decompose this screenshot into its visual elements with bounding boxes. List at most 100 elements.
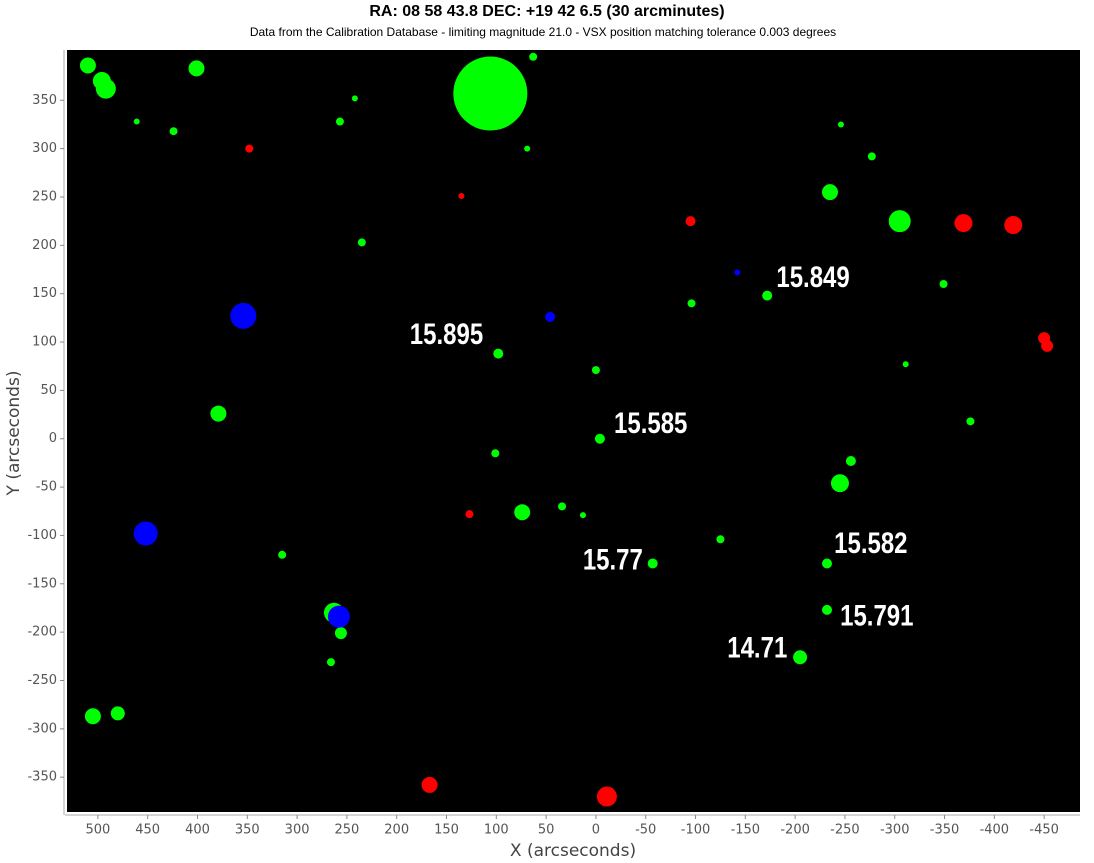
x-tick-label: 50 [538,823,555,838]
star-marker [334,627,347,640]
x-tick-label: 350 [235,823,260,838]
star-marker [867,152,876,161]
star-marker [278,550,287,559]
chart-subtitle: Data from the Calibration Database - lim… [250,25,836,39]
y-tick-label: 250 [32,189,57,204]
x-tick-label: 100 [484,823,509,838]
star-marker [357,238,366,247]
star-marker [821,184,838,201]
x-tick-label: 250 [334,823,359,838]
y-tick-label: -150 [27,576,57,591]
star-marker [954,214,973,233]
star-marker [79,57,96,74]
star-marker [210,405,227,422]
star-marker [230,302,257,329]
x-tick-label: -100 [681,823,711,838]
star-marker [84,708,101,725]
y-tick-label: -50 [36,480,57,495]
magnitude-label: 15.895 [410,317,483,351]
y-tick-label: -350 [27,770,57,785]
star-marker [245,144,254,153]
star-marker [716,535,725,544]
star-marker [491,449,500,458]
star-marker [351,95,358,102]
star-marker [939,280,948,289]
star-marker [793,650,808,665]
x-tick-label: -200 [780,823,810,838]
y-tick-label: -250 [27,673,57,688]
star-marker [685,216,696,227]
star-marker [493,348,504,359]
magnitude-label: 15.849 [776,259,849,293]
star-marker [458,193,465,200]
magnitude-label: 14.71 [727,630,787,664]
star-marker [821,558,832,569]
x-tick-label: -350 [930,823,960,838]
star-marker [821,604,832,615]
star-marker [1004,216,1023,235]
magnitude-label: 15.791 [840,598,913,632]
star-marker [734,269,741,276]
star-marker [1041,339,1054,352]
x-tick-label: 0 [592,823,600,838]
star-marker [514,504,531,521]
star-marker [591,366,600,375]
y-tick-label: 0 [49,431,57,446]
y-tick-label: 350 [32,93,57,108]
star-marker [133,118,140,125]
chart-title: RA: 08 58 43.8 DEC: +19 42 6.5 (30 arcmi… [369,3,724,20]
x-tick-label: 450 [135,823,160,838]
star-marker [169,127,178,136]
magnitude-label: 15.585 [614,406,687,440]
star-marker [421,776,438,793]
x-tick-label: 400 [185,823,210,838]
star-marker [545,311,556,322]
y-tick-label: 300 [32,141,57,156]
x-tick-label: 150 [434,823,459,838]
star-marker [326,658,335,667]
star-marker [762,290,773,301]
x-tick-label: -450 [1029,823,1059,838]
y-tick-label: -300 [27,721,57,736]
star-marker [902,361,909,368]
star-marker [327,605,350,628]
star-marker [687,299,696,308]
x-tick-label: 200 [384,823,409,838]
magnitude-label: 15.77 [583,542,643,576]
y-tick-label: 100 [32,335,57,350]
star-marker [596,786,617,807]
star-marker [335,117,344,126]
star-marker [453,56,528,131]
star-marker [133,521,158,546]
star-marker [830,474,849,493]
y-axis-label: Y (arcseconds) [4,371,24,497]
star-marker [558,502,567,511]
x-tick-label: -150 [731,823,761,838]
star-marker [888,210,911,233]
star-marker [579,512,586,519]
star-marker [188,60,205,77]
star-marker [845,455,856,466]
x-tick-label: -300 [880,823,910,838]
star-marker [529,52,538,61]
star-marker [524,145,531,152]
x-tick-label: 500 [85,823,110,838]
y-tick-label: 150 [32,286,57,301]
y-tick-label: 50 [40,383,57,398]
plot-area [67,50,1080,812]
star-marker [837,121,844,128]
x-tick-label: -400 [980,823,1010,838]
y-tick-label: -100 [27,528,57,543]
star-marker [95,78,116,99]
magnitude-label: 15.582 [834,525,907,559]
x-axis-label: X (arcseconds) [510,841,636,861]
x-tick-label: -50 [635,823,656,838]
star-marker [110,706,125,721]
star-marker [966,417,975,426]
star-marker [647,558,658,569]
x-tick-label: -250 [830,823,860,838]
star-marker [465,510,474,519]
x-tick-label: 300 [285,823,310,838]
